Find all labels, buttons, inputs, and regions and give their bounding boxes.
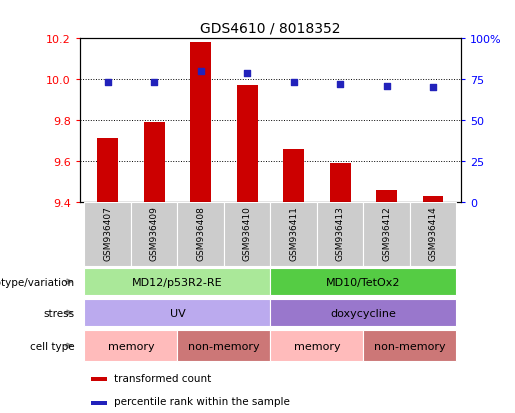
Text: cell type: cell type: [30, 341, 75, 351]
Text: GSM936409: GSM936409: [150, 206, 159, 261]
Text: percentile rank within the sample: percentile rank within the sample: [114, 396, 290, 406]
Bar: [270, 202, 317, 266]
Point: [336, 82, 344, 88]
Text: transformed count: transformed count: [114, 373, 211, 383]
Bar: [270, 268, 456, 296]
Bar: [270, 330, 363, 361]
Point: [289, 80, 298, 87]
Point: [383, 83, 391, 90]
Bar: [84, 202, 131, 266]
Text: MD12/p53R2-RE: MD12/p53R2-RE: [132, 277, 222, 287]
Text: doxycycline: doxycycline: [331, 308, 396, 318]
Bar: [84, 268, 270, 296]
Point: [197, 69, 205, 75]
Text: UV: UV: [169, 308, 185, 318]
Point: [429, 85, 437, 92]
Text: GSM936410: GSM936410: [243, 206, 252, 261]
Text: GSM936408: GSM936408: [196, 206, 205, 261]
Bar: [178, 330, 270, 361]
Text: non-memory: non-memory: [188, 341, 260, 351]
Bar: [317, 202, 363, 266]
Bar: [91, 377, 107, 382]
Text: GSM936407: GSM936407: [103, 206, 112, 261]
Bar: [410, 202, 456, 266]
Bar: [330, 164, 351, 202]
Bar: [84, 330, 178, 361]
Text: GSM936414: GSM936414: [428, 206, 438, 261]
Bar: [363, 202, 410, 266]
Bar: [190, 43, 211, 202]
Text: GSM936412: GSM936412: [382, 206, 391, 261]
Text: genotype/variation: genotype/variation: [0, 277, 75, 287]
Bar: [131, 202, 178, 266]
Bar: [144, 123, 165, 202]
Text: non-memory: non-memory: [374, 341, 445, 351]
Bar: [97, 139, 118, 202]
Bar: [363, 330, 456, 361]
Text: MD10/TetOx2: MD10/TetOx2: [326, 277, 401, 287]
Bar: [270, 299, 456, 326]
Point: [243, 70, 251, 77]
Point: [104, 80, 112, 87]
Bar: [237, 86, 258, 202]
Title: GDS4610 / 8018352: GDS4610 / 8018352: [200, 21, 340, 35]
Bar: [91, 401, 107, 405]
Bar: [224, 202, 270, 266]
Text: GSM936413: GSM936413: [336, 206, 345, 261]
Text: GSM936411: GSM936411: [289, 206, 298, 261]
Bar: [178, 202, 224, 266]
Bar: [376, 190, 397, 202]
Bar: [84, 299, 270, 326]
Text: stress: stress: [44, 308, 75, 318]
Text: memory: memory: [294, 341, 340, 351]
Point: [150, 80, 158, 87]
Bar: [283, 150, 304, 202]
Bar: [423, 196, 443, 202]
Text: memory: memory: [108, 341, 154, 351]
